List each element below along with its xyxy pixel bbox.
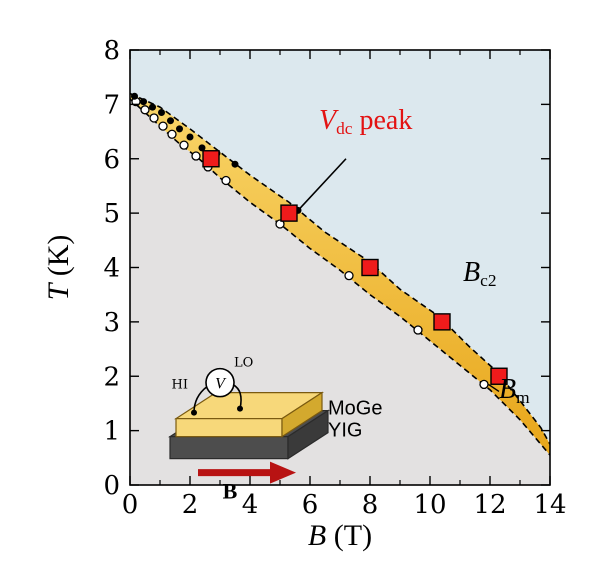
- xtick-label: 4: [242, 490, 259, 520]
- ylabel: T (K): [42, 235, 75, 301]
- marker-bc2: [131, 93, 138, 100]
- xtick-label: 12: [473, 490, 506, 520]
- inset-moge-label: MoGe: [328, 398, 382, 420]
- ytick-label: 7: [103, 90, 120, 120]
- inset-hi-label: HI: [172, 378, 188, 393]
- xtick-label: 0: [122, 490, 139, 520]
- marker-bc2: [176, 125, 183, 132]
- ytick-label: 2: [103, 362, 120, 392]
- xlabel: B (T): [308, 519, 372, 552]
- marker-bc2: [232, 161, 239, 168]
- inset-yig-front: [170, 437, 288, 459]
- inset-yig-label: YIG: [328, 420, 362, 442]
- xtick-label: 8: [362, 490, 379, 520]
- marker-bm: [414, 326, 422, 334]
- marker-bc2: [158, 109, 165, 116]
- xtick-label: 14: [533, 490, 566, 520]
- marker-bm: [222, 177, 230, 185]
- marker-vdc-peak: [203, 151, 219, 167]
- marker-bc2: [149, 104, 156, 111]
- label-vdc-peak: Vdc peak: [319, 105, 412, 138]
- inset-b-label: B: [223, 479, 238, 504]
- inset-contact-hi: [191, 410, 197, 416]
- marker-vdc-peak: [281, 205, 297, 221]
- ytick-label: 8: [103, 36, 120, 66]
- ytick-label: 3: [103, 308, 120, 338]
- marker-bm: [159, 122, 167, 130]
- inset-lo-label: LO: [234, 356, 253, 371]
- marker-bm: [480, 380, 488, 388]
- xtick-label: 2: [182, 490, 199, 520]
- xtick-label: 6: [302, 490, 319, 520]
- ytick-label: 1: [103, 417, 120, 447]
- marker-bc2: [187, 134, 194, 141]
- marker-bm: [141, 106, 149, 114]
- chart-root: VHILOMoGeYIGBVdc peakBc2Bm02468101214012…: [0, 0, 600, 575]
- marker-bm: [150, 114, 158, 122]
- inset-contact-lo: [237, 406, 243, 412]
- marker-vdc-peak: [362, 260, 378, 276]
- marker-bm: [192, 152, 200, 160]
- ytick-label: 5: [103, 199, 120, 229]
- ytick-label: 6: [103, 145, 120, 175]
- marker-bm: [168, 130, 176, 138]
- inset-moge-front: [176, 419, 282, 437]
- marker-vdc-peak: [434, 314, 450, 330]
- ytick-label: 4: [103, 254, 120, 284]
- xtick-label: 10: [413, 490, 446, 520]
- marker-bc2: [140, 98, 147, 105]
- marker-bm: [345, 272, 353, 280]
- marker-bc2: [167, 117, 174, 124]
- ytick-label: 0: [103, 471, 120, 501]
- marker-bm: [180, 141, 188, 149]
